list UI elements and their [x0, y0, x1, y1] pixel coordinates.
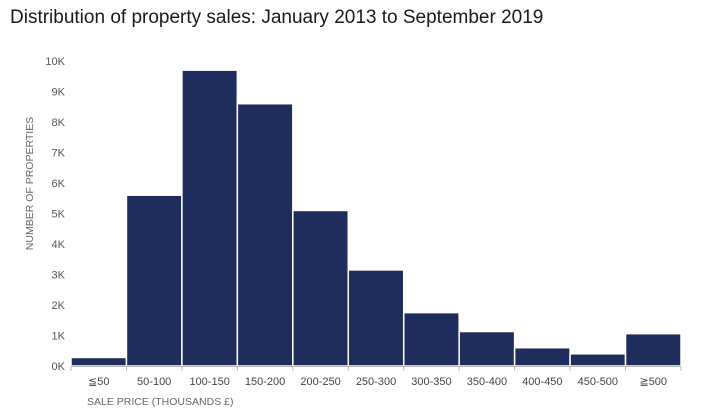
y-tick-label: 6K: [52, 178, 66, 190]
bar: [125, 194, 183, 367]
chart-title: Distribution of property sales: January …: [10, 7, 544, 28]
bar: [402, 311, 460, 367]
bar: [292, 209, 350, 367]
x-tick-label: 250-300: [356, 376, 396, 388]
bar: [236, 102, 294, 367]
bar: [458, 330, 516, 367]
x-tick-label: 400-450: [522, 376, 562, 388]
y-tick-label: 10K: [45, 56, 65, 68]
x-tick-label: 150-200: [245, 376, 285, 388]
bar-series: [70, 69, 682, 367]
bar: [569, 353, 627, 367]
x-tick-label: ≧500: [639, 376, 667, 388]
x-tick-label: ≦50: [88, 376, 109, 388]
y-tick-label: 1K: [52, 331, 66, 343]
y-tick-label: 9K: [52, 87, 66, 99]
x-tick-label: 450-500: [578, 376, 618, 388]
bar: [513, 346, 571, 367]
x-axis-label: SALE PRICE (THOUSANDS £): [87, 396, 233, 408]
y-tick-label: 7K: [52, 148, 66, 160]
y-tick-label: 5K: [52, 209, 66, 221]
x-tick-label: 50-100: [137, 376, 171, 388]
y-tick-label: 2K: [52, 300, 66, 312]
x-tick-label: 300-350: [411, 376, 451, 388]
y-tick-label: 8K: [52, 117, 66, 129]
y-axis-ticks: 0K 1K 2K 3K 4K 5K 6K 7K 8K 9K 10K: [45, 56, 65, 373]
y-axis-label: NUMBER OF PROPERTIES: [24, 117, 36, 250]
x-tick-label: 100-150: [189, 376, 229, 388]
bar: [347, 269, 405, 367]
y-tick-label: 3K: [52, 270, 66, 282]
x-tick-label: 350-400: [467, 376, 507, 388]
y-tick-label: 0K: [52, 361, 66, 373]
y-tick-label: 4K: [52, 239, 66, 251]
bar: [181, 69, 239, 367]
x-tick-label: 200-250: [300, 376, 340, 388]
x-axis-ticks: ≦50 50-100 100-150 150-200 200-250 250-300 300…: [70, 366, 682, 388]
bar: [70, 356, 128, 367]
bar: [624, 332, 682, 367]
